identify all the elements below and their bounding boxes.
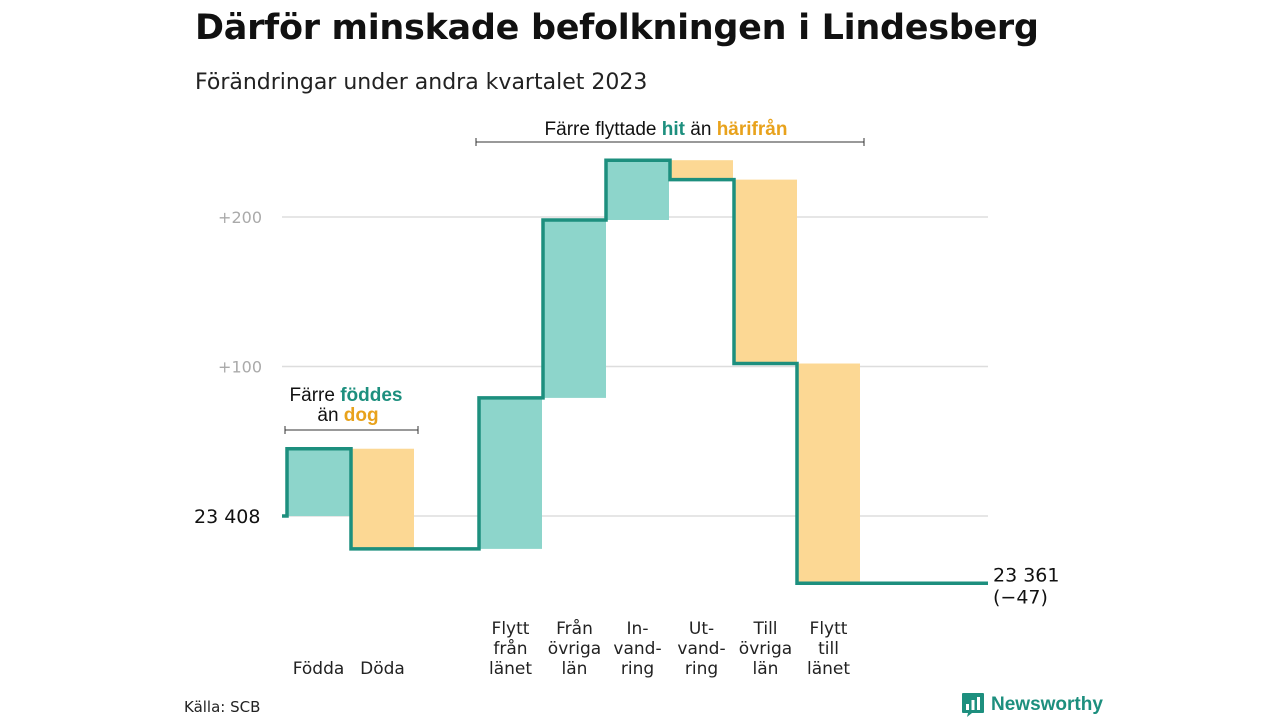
annotation-births-line2: än dog xyxy=(317,405,378,426)
net-change-label: (−47) xyxy=(993,586,1048,608)
annotation-highlight: dog xyxy=(344,405,379,426)
category-label: Döda xyxy=(360,659,405,679)
category-label: Flytt xyxy=(810,619,848,639)
category-label: In- xyxy=(627,619,649,639)
chart-title: Därför minskade befolkningen i Lindesber… xyxy=(195,8,1039,48)
category-label: Från xyxy=(556,618,593,639)
newsworthy-logo: Newsworthy xyxy=(961,692,1103,718)
category-label: från xyxy=(493,638,527,659)
end-labels: 23 408 23 361(−47) xyxy=(194,506,1059,608)
annotation-text: än xyxy=(685,119,717,140)
annotation-highlight: föddes xyxy=(340,385,402,406)
category-label: Flytt xyxy=(492,619,530,639)
category-label: Födda xyxy=(293,659,345,679)
start-value-label: 23 408 xyxy=(194,506,260,528)
logo-text: Newsworthy xyxy=(991,694,1103,715)
category-label: till xyxy=(818,639,839,659)
running-total-line xyxy=(282,158,988,586)
source-note: Källa: SCB xyxy=(184,698,261,716)
category-label: län xyxy=(753,659,779,679)
bar xyxy=(351,448,414,549)
annotation-text: Färre xyxy=(290,385,341,406)
bar-chart-icon xyxy=(962,693,984,717)
category-label: vand- xyxy=(677,639,725,659)
category-label: ring xyxy=(621,659,654,679)
category-label: Till xyxy=(752,619,777,639)
bar xyxy=(670,160,733,180)
bar xyxy=(287,448,350,516)
y-tick-label: +100 xyxy=(218,358,262,377)
category-label: övriga xyxy=(739,639,792,659)
category-label: länet xyxy=(807,659,850,679)
category-label: länet xyxy=(489,659,532,679)
annotation-births-line1: Färre föddes xyxy=(290,385,403,406)
annotation-text: än xyxy=(317,405,343,426)
y-tick-labels: +100 +200 xyxy=(218,208,262,377)
category-label: län xyxy=(562,659,588,679)
bar xyxy=(734,179,797,364)
annotation-highlight: härifrån xyxy=(717,119,788,140)
annotation-text: Färre flyttade xyxy=(545,119,662,140)
category-label: ring xyxy=(685,659,718,679)
bar xyxy=(479,397,542,549)
bars xyxy=(287,160,860,584)
end-value-label: 23 361 xyxy=(993,564,1059,586)
annotation-migration: Färre flyttade hit än härifrån xyxy=(545,119,788,140)
running-total-path xyxy=(282,158,988,586)
category-label: vand- xyxy=(613,639,661,659)
annotation-highlight: hit xyxy=(662,119,686,140)
category-label: Ut- xyxy=(689,619,714,639)
bar xyxy=(606,160,669,220)
category-label: övriga xyxy=(548,639,601,659)
bar xyxy=(797,363,860,584)
y-tick-label: +200 xyxy=(218,208,262,227)
bar xyxy=(543,219,606,398)
category-labels: Födda DödaFlyttfrånlänetFrånövrigalänIn-v… xyxy=(293,618,851,679)
chart-subtitle: Förändringar under andra kvartalet 2023 xyxy=(195,70,648,95)
